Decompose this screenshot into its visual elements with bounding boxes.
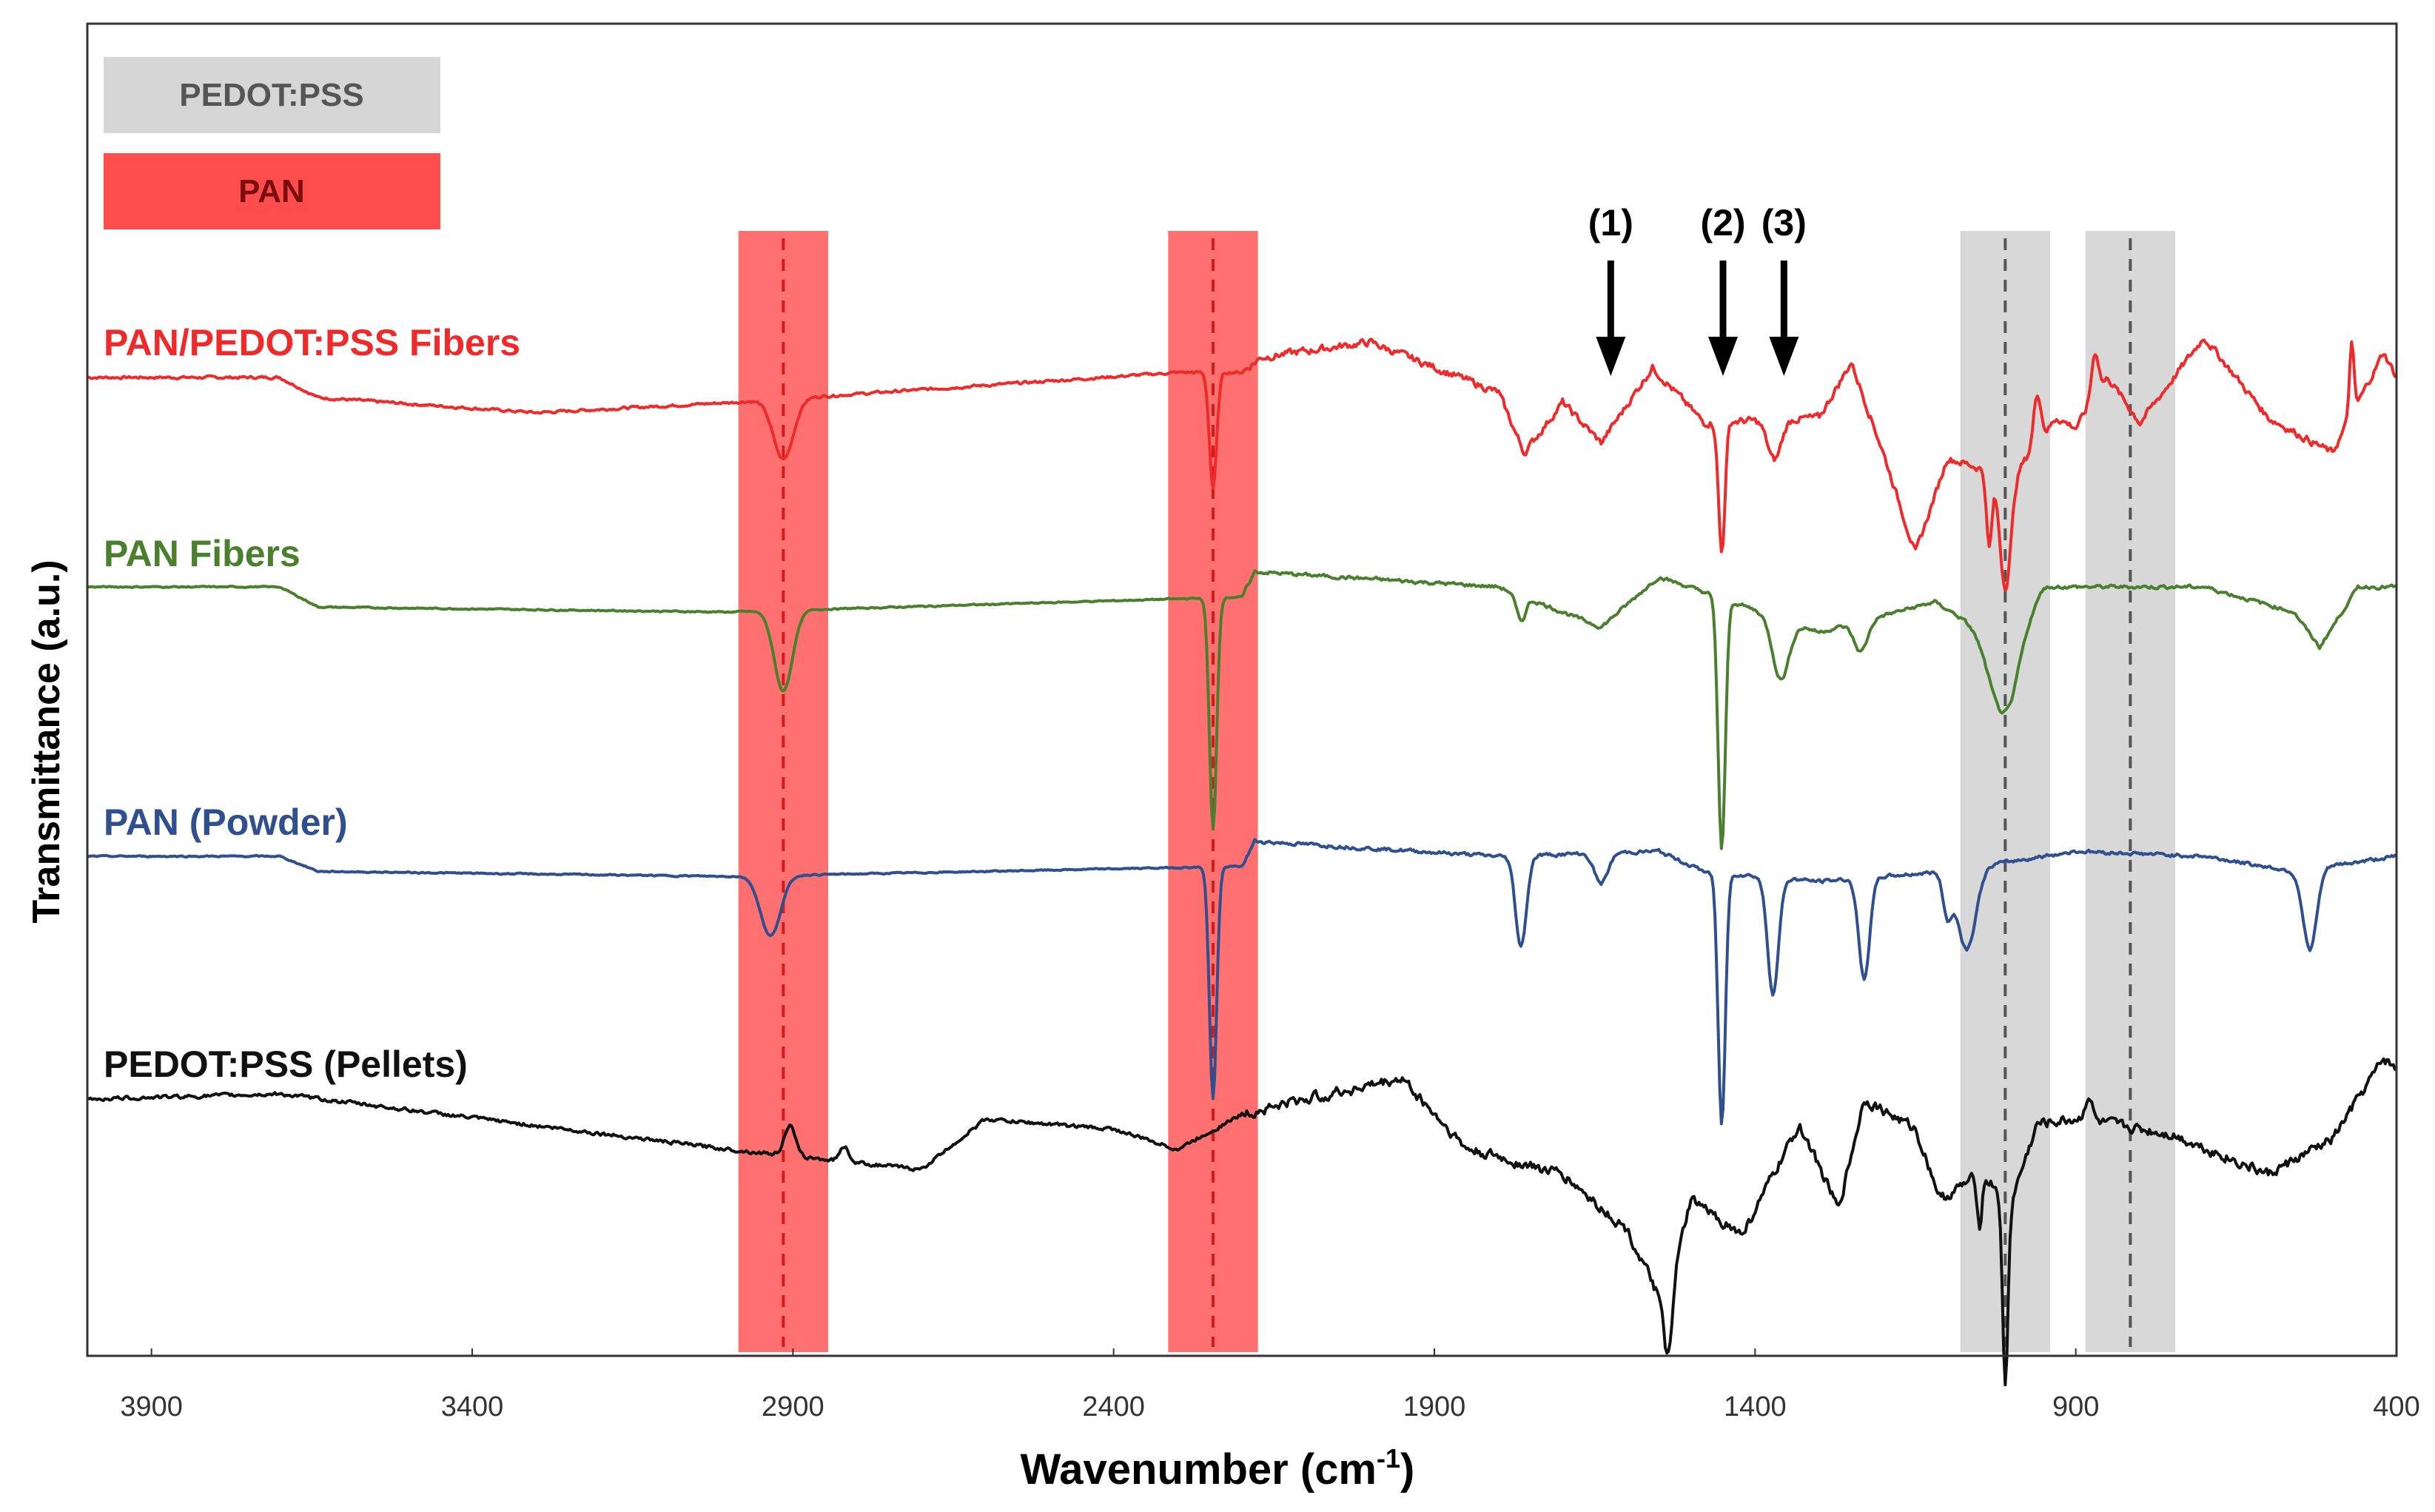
legend-swatch-pan: [104, 153, 440, 229]
y-axis-title: Transmittance (a.u.): [25, 560, 68, 923]
x-axis-title-sup: -1: [1377, 1443, 1400, 1474]
x-tick-label-3400: 3400: [441, 1391, 504, 1422]
series-label-2: PAN (Powder): [104, 802, 348, 843]
highlight-band-pedotpss-3: [2085, 231, 2175, 1352]
highlight-bands: [738, 231, 2175, 1352]
legend-label-pedotpss: PEDOT:PSS: [179, 77, 363, 113]
highlight-band-pan-0: [738, 231, 828, 1352]
x-tick-label-2400: 2400: [1082, 1391, 1145, 1422]
series-label-1: PAN Fibers: [104, 533, 300, 574]
x-tick-label-2900: 2900: [762, 1391, 824, 1422]
spectrum-pan-pedot-pss-fibers: [87, 337, 2397, 593]
x-axis-title: Wavenumber (cm-1): [1021, 1443, 1415, 1493]
series-label-0: PAN/PEDOT:PSS Fibers: [104, 322, 520, 363]
peak-annotations: (1) (2) (3): [1588, 202, 1807, 376]
spectrum-pedot-pss-pellets: [87, 1057, 2398, 1387]
highlight-band-pedotpss-2: [1960, 231, 2050, 1352]
peak-label-2: (2): [1700, 202, 1745, 243]
peak-label-3: (3): [1761, 202, 1807, 243]
x-axis-title-text: Wavenumber (cm: [1021, 1445, 1377, 1493]
legend: PEDOT:PSS PAN: [104, 57, 440, 229]
series-labels: PAN/PEDOT:PSS Fibers PAN Fibers PAN (Powde…: [104, 322, 520, 1085]
plot-frame: [86, 22, 2398, 1357]
spectrum-pan-powder: [87, 838, 2397, 1126]
x-tick-label-400: 400: [2373, 1391, 2419, 1422]
x-axis-title-close: ): [1400, 1445, 1414, 1493]
highlight-band-pan-1: [1168, 231, 1258, 1352]
spectrum-pan-fibers: [87, 569, 2397, 850]
legend-swatch-pedotpss: [104, 57, 440, 133]
x-tick-label-1900: 1900: [1403, 1391, 1466, 1422]
x-axis-ticks: 3900 3400 2900 2400 1900 1400 900 400: [120, 1348, 2420, 1422]
peak-arrow-head-2: [1708, 337, 1738, 376]
x-tick-label-900: 900: [2052, 1391, 2099, 1422]
series-label-3: PEDOT:PSS (Pellets): [104, 1044, 468, 1085]
x-tick-label-1400: 1400: [1724, 1391, 1787, 1422]
peak-label-1: (1): [1588, 202, 1633, 243]
peak-arrow-head-3: [1769, 337, 1799, 376]
legend-label-pan: PAN: [238, 173, 305, 209]
peak-arrow-head-1: [1596, 337, 1626, 376]
spectra-lines: [87, 337, 2398, 1387]
x-tick-label-3900: 3900: [120, 1391, 183, 1422]
